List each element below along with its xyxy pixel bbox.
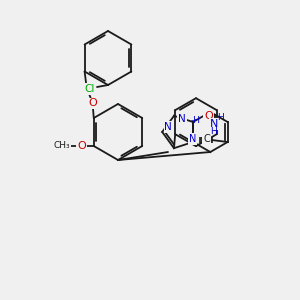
Text: Cl: Cl bbox=[85, 84, 95, 94]
Text: O: O bbox=[88, 98, 97, 109]
Text: O: O bbox=[204, 111, 213, 121]
Text: O: O bbox=[77, 141, 86, 151]
Text: H: H bbox=[217, 112, 224, 122]
Text: N: N bbox=[178, 114, 186, 124]
Text: H: H bbox=[210, 127, 217, 136]
Text: N: N bbox=[189, 134, 196, 144]
Text: C: C bbox=[203, 134, 210, 144]
Text: N: N bbox=[164, 122, 172, 132]
Text: -H: -H bbox=[191, 116, 201, 125]
Text: N: N bbox=[209, 119, 218, 129]
Text: CH₃: CH₃ bbox=[53, 142, 70, 151]
